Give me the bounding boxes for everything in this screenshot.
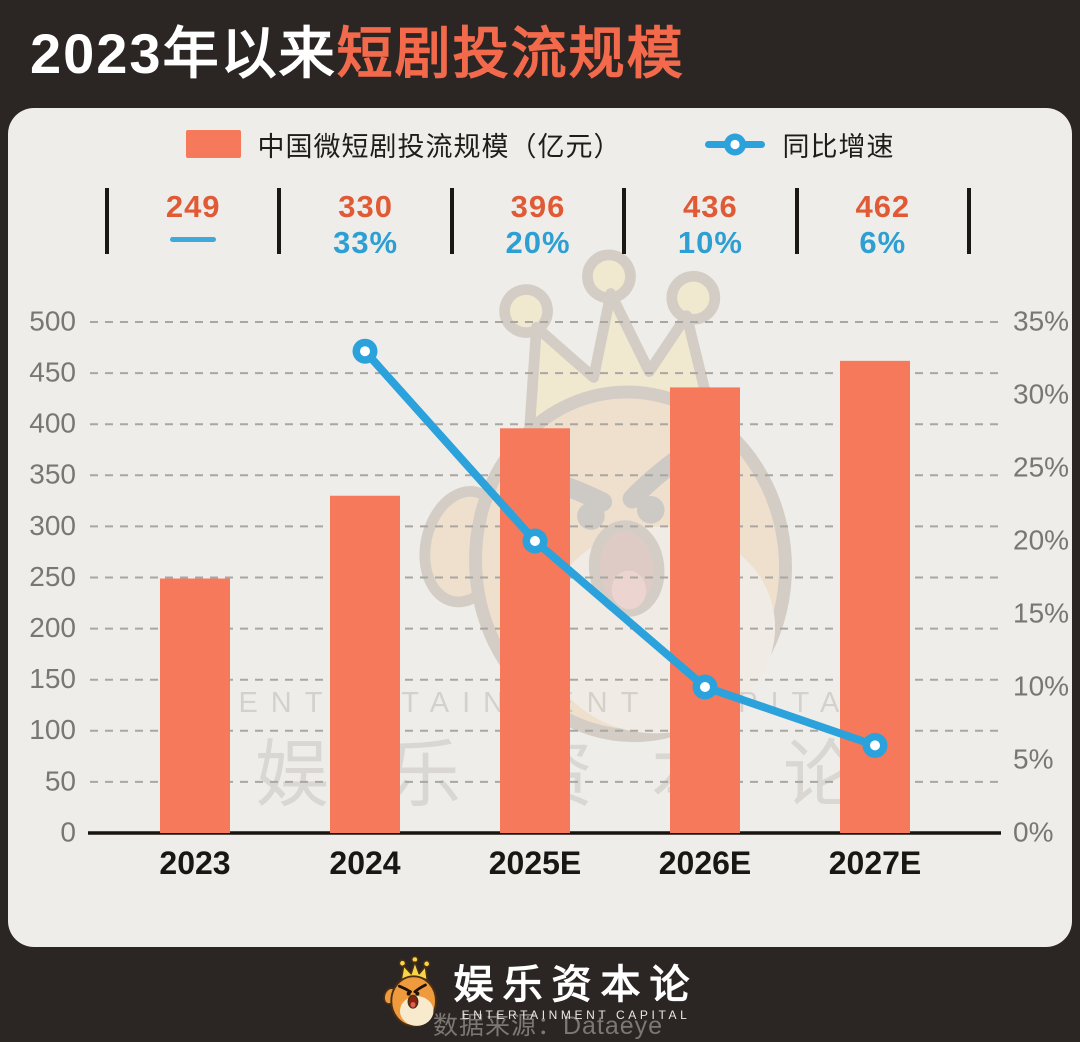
legend: 中国微短剧投流规模（亿元） 同比增速 xyxy=(8,122,1072,166)
header: 2023年以来短剧投流规模 xyxy=(0,0,1080,108)
footer: 娱乐资本论 ENTERTAINMENT CAPITAL xyxy=(0,947,1080,1034)
left-axis-tick: 150 xyxy=(29,663,76,694)
legend-item-line: 同比增速 xyxy=(704,125,895,164)
left-axis-tick: 350 xyxy=(29,459,76,490)
line-marker-2024 xyxy=(352,338,378,364)
stat-column-2025E: 396 20% xyxy=(449,188,622,260)
brand-name-en: ENTERTAINMENT CAPITAL xyxy=(461,1007,691,1022)
line-marker-2027E xyxy=(862,732,888,758)
brand-text: 娱乐资本论 ENTERTAINMENT CAPITAL xyxy=(453,960,699,1022)
x-label-2026E: 2026E xyxy=(659,845,752,881)
right-axis-labels: 0% 5% 10% 15% 20% 25% 30% 35% xyxy=(1013,305,1069,847)
brand-name-cn: 娱乐资本论 xyxy=(453,960,699,1008)
stats-row: 249 330 33% 396 20% 436 10% 462 6% xyxy=(105,188,972,260)
left-axis-tick: 500 xyxy=(29,305,76,336)
bar-series-label: 中国微短剧投流规模（亿元） xyxy=(257,131,622,162)
left-axis-tick: 300 xyxy=(29,510,76,541)
bar-series-swatch-icon xyxy=(185,130,241,158)
right-axis-tick: 20% xyxy=(1013,524,1069,555)
stat-value: 462 xyxy=(855,189,911,224)
stat-growth: 20% xyxy=(505,225,571,260)
stat-value: 436 xyxy=(683,189,738,224)
bar-2024 xyxy=(330,495,400,833)
line-series xyxy=(352,338,888,758)
bar-2027E xyxy=(840,360,910,833)
right-axis-tick: 15% xyxy=(1013,597,1069,628)
line-series-label: 同比增速 xyxy=(782,131,895,162)
line-series-marker-icon xyxy=(704,133,765,155)
line-marker-2025E xyxy=(522,528,548,554)
title-prefix: 2023年以来 xyxy=(30,22,337,85)
left-axis-tick: 200 xyxy=(29,612,76,643)
stat-column-2026E: 436 10% xyxy=(622,188,794,260)
bar-2026E xyxy=(670,387,740,833)
mascot-icon xyxy=(381,955,437,1027)
right-axis-tick: 10% xyxy=(1013,670,1069,701)
bar-2025E xyxy=(500,428,570,833)
right-axis-tick: 30% xyxy=(1013,378,1069,409)
stat-growth: 33% xyxy=(333,225,399,260)
stat-column-2027E: 462 6% xyxy=(794,188,972,260)
left-axis-labels: 0 50 100 150 200 250 300 350 400 450 500 xyxy=(29,305,76,847)
left-axis-tick: 50 xyxy=(45,765,76,796)
x-label-2027E: 2027E xyxy=(829,845,922,881)
x-label-2025E: 2025E xyxy=(489,845,582,881)
right-axis-tick: 5% xyxy=(1013,743,1053,774)
title-highlight: 短剧投流规模 xyxy=(336,22,685,85)
page-title: 2023年以来短剧投流规模 xyxy=(30,26,685,82)
stat-value: 330 xyxy=(338,189,393,224)
stat-column-2024: 330 33% xyxy=(277,188,449,260)
brand-logo: 娱乐资本论 ENTERTAINMENT CAPITAL xyxy=(381,955,699,1030)
stat-growth: 10% xyxy=(677,225,743,260)
stat-value: 396 xyxy=(510,189,566,224)
no-growth-dash-icon xyxy=(170,237,217,242)
right-axis-tick: 25% xyxy=(1013,451,1069,482)
left-axis-tick: 100 xyxy=(29,714,76,745)
stat-value: 249 xyxy=(165,189,221,224)
left-axis-tick: 250 xyxy=(29,561,76,592)
growth-line xyxy=(361,347,879,750)
x-label-2024: 2024 xyxy=(329,845,400,881)
left-axis-tick: 400 xyxy=(29,408,76,439)
legend-item-bar: 中国微短剧投流规模（亿元） xyxy=(185,125,622,164)
x-label-2023: 2023 xyxy=(159,845,230,881)
left-axis-tick: 450 xyxy=(29,356,76,387)
stat-column-2023: 249 xyxy=(105,188,277,254)
right-axis-tick: 35% xyxy=(1013,305,1069,336)
x-axis-labels: 2023 2024 2025E 2026E 2027E xyxy=(159,845,921,881)
line-marker-2026E xyxy=(692,674,718,700)
bar-2023 xyxy=(160,578,230,833)
left-axis-tick: 0 xyxy=(60,816,76,847)
stat-growth: 6% xyxy=(859,225,907,260)
right-axis-tick: 0% xyxy=(1013,816,1053,847)
